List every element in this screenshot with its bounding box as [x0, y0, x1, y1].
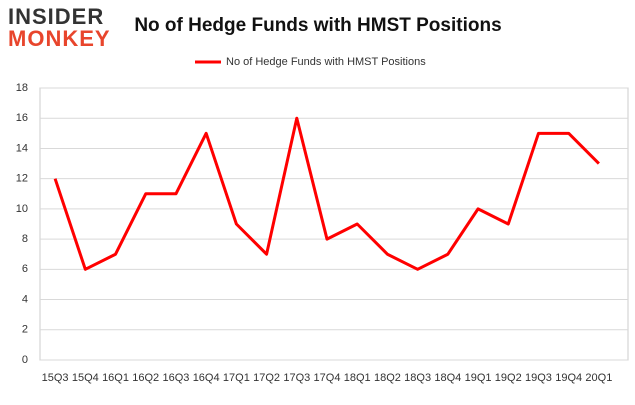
y-tick-label: 12	[16, 173, 28, 185]
x-tick-label: 16Q2	[132, 372, 159, 384]
y-tick-label: 18	[16, 82, 28, 94]
x-tick-label: 17Q4	[314, 372, 341, 384]
x-tick-label: 18Q3	[404, 372, 431, 384]
logo-top: INSIDER	[8, 4, 104, 29]
x-tick-label: 19Q1	[465, 372, 492, 384]
logo-bottom: MONKEY	[8, 26, 111, 51]
y-tick-label: 16	[16, 112, 28, 124]
x-tick-label: 15Q4	[72, 372, 99, 384]
legend-label: No of Hedge Funds with HMST Positions	[226, 56, 426, 68]
x-tick-label: 17Q2	[253, 372, 280, 384]
x-tick-label: 17Q3	[283, 372, 310, 384]
x-tick-label: 16Q1	[102, 372, 129, 384]
line-series	[53, 116, 600, 271]
x-tick-label: 18Q2	[374, 372, 401, 384]
x-tick-label: 18Q1	[344, 372, 371, 384]
x-tick-label: 18Q4	[434, 372, 461, 384]
x-tick-label: 16Q3	[162, 372, 189, 384]
x-tick-label: 15Q3	[42, 372, 69, 384]
x-tick-label: 19Q4	[555, 372, 582, 384]
plot-frame	[39, 87, 629, 361]
y-tick-label: 8	[22, 233, 28, 245]
y-tick-label: 0	[22, 354, 28, 366]
chart-title: No of Hedge Funds with HMST Positions	[134, 15, 501, 36]
x-tick-label: 19Q3	[525, 372, 552, 384]
y-tick-label: 10	[16, 203, 28, 215]
y-tick-label: 6	[22, 263, 28, 275]
y-tick-label: 4	[22, 293, 28, 305]
x-tick-label: 17Q1	[223, 372, 250, 384]
x-tick-label: 20Q1	[585, 372, 612, 384]
y-tick-label: 2	[22, 324, 28, 336]
y-tick-label: 14	[16, 142, 28, 154]
x-tick-label: 16Q4	[193, 372, 220, 384]
x-tick-label: 19Q2	[495, 372, 522, 384]
